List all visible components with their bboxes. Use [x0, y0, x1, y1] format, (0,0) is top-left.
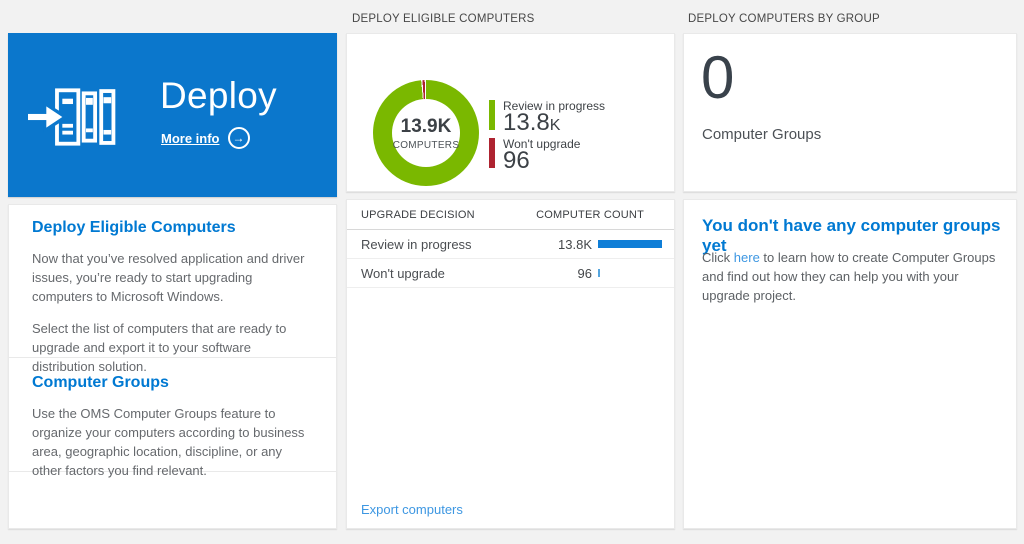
deploy-computers-by-group-header: DEPLOY COMPUTERS BY GROUP [688, 13, 880, 25]
more-info-label: More info [161, 130, 220, 146]
column-header-upgrade-decision: UPGRADE DECISION [361, 208, 475, 221]
export-computers-link[interactable]: Export computers [361, 502, 463, 517]
no-groups-text: Click here to learn how to create Comput… [702, 248, 1002, 305]
section-paragraph: Select the list of computers that are re… [32, 321, 287, 374]
here-link[interactable]: here [733, 250, 760, 265]
upgrade-decision-table-card: UPGRADE DECISION COMPUTER COUNT Review i… [346, 199, 675, 529]
group-count-value: 0 [701, 44, 735, 111]
computer-groups-section: Computer Groups Use the OMS Computer Gro… [9, 358, 336, 478]
more-info-link[interactable]: More info → [161, 127, 250, 149]
donut-total-value: 13.9K [400, 115, 452, 137]
donut-total-label: COMPUTERS [392, 139, 460, 151]
table-row[interactable]: Won't upgrade 96 [347, 259, 674, 288]
row-count: 13.8K [558, 236, 592, 252]
computer-groups-count-card: 0 Computer Groups [683, 33, 1017, 192]
deploy-icon [28, 88, 116, 146]
section-heading: Computer Groups [32, 374, 169, 391]
eligible-computers-chart-card: 13.9K COMPUTERS Review in progress 13.8K… [346, 33, 675, 192]
deploy-info-card: Deploy Eligible Computers Now that you’v… [8, 204, 337, 529]
count-bar [598, 240, 662, 248]
text-before: Click [702, 250, 734, 265]
deploy-tile[interactable]: Deploy More info → [8, 33, 337, 197]
section-heading: Deploy Eligible Computers [32, 219, 236, 236]
deploy-eligible-computers-header: DEPLOY ELIGIBLE COMPUTERS [352, 13, 535, 25]
chart-legend: Review in progress 13.8K Won't upgrade 9… [489, 100, 605, 176]
legend-swatch-green [489, 100, 495, 130]
row-bar-cell [598, 240, 666, 248]
legend-value: 96 [503, 147, 530, 174]
column-header-computer-count: COMPUTER COUNT [536, 208, 644, 221]
donut-center: 13.9K COMPUTERS [392, 99, 460, 167]
row-label: Won't upgrade [361, 265, 445, 281]
text-after: to learn how to create Computer Groups a… [702, 250, 996, 303]
no-groups-info-card: You don't have any computer groups yet C… [683, 199, 1017, 529]
legend-swatch-red [489, 138, 495, 168]
no-groups-heading: You don't have any computer groups yet [702, 216, 1001, 255]
deploy-eligible-computers-section: Deploy Eligible Computers Now that you’v… [9, 205, 336, 374]
legend-label: Won't upgrade [503, 137, 581, 151]
legend-value: 13.8K [503, 109, 561, 136]
row-label: Review in progress [361, 236, 472, 252]
table-header-row: UPGRADE DECISION COMPUTER COUNT [347, 200, 674, 230]
count-bar [598, 269, 600, 277]
tile-title: Deploy [160, 75, 277, 116]
table-row[interactable]: Review in progress 13.8K [347, 230, 674, 259]
row-bar-cell [598, 269, 666, 277]
legend-label: Review in progress [503, 99, 606, 113]
section-paragraph: Use the OMS Computer Groups feature to o… [32, 406, 305, 478]
donut-chart[interactable]: 13.9K COMPUTERS [373, 80, 479, 186]
section-paragraph: Now that you’ve resolved application and… [32, 251, 305, 304]
legend-item: Review in progress 13.8K [489, 100, 605, 136]
arrow-right-circle-icon: → [227, 127, 250, 149]
group-count-label: Computer Groups [702, 126, 822, 143]
legend-item: Won't upgrade 96 [489, 138, 605, 174]
row-count: 96 [577, 265, 592, 281]
